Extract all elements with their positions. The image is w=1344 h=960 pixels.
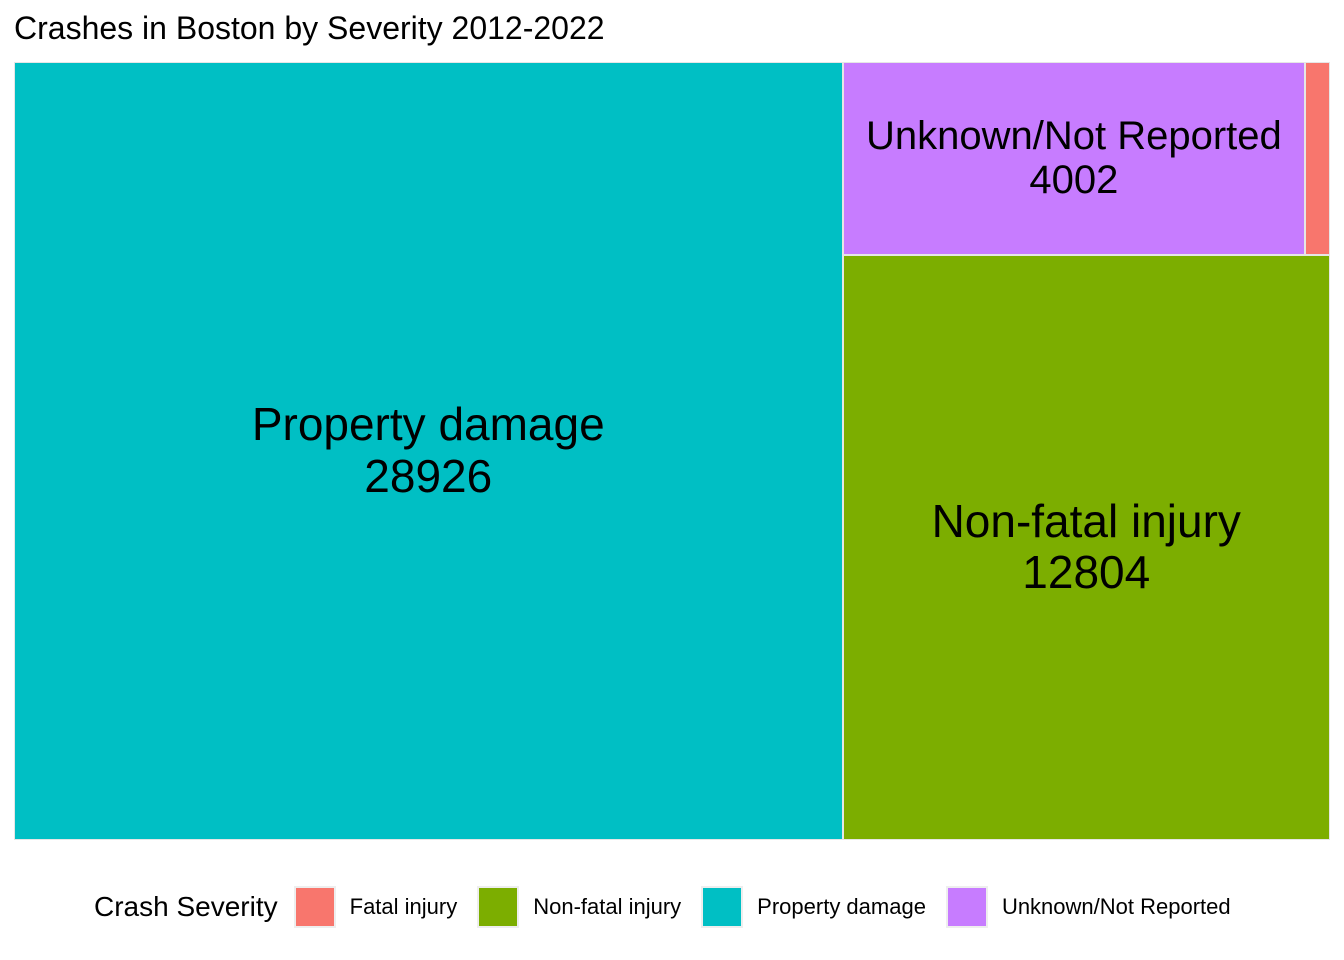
- tile-fatal-injury: [1305, 62, 1330, 255]
- tile-value: 28926: [364, 450, 493, 502]
- legend-item: Unknown/Not Reported: [945, 886, 1231, 928]
- legend-label: Property damage: [757, 894, 926, 919]
- legend-label: Unknown/Not Reported: [1001, 894, 1231, 919]
- legend-swatch: [293, 886, 336, 928]
- tile-value: 12804: [1022, 546, 1151, 599]
- legend-items: Fatal injury Non-fatal injury Property dam…: [293, 886, 1251, 928]
- tile-label: Non-fatal injury: [931, 494, 1241, 547]
- treemap: Property damage 28926 Non-fatal injury 1280…: [14, 62, 1330, 840]
- legend-label: Non-fatal injury: [533, 894, 682, 919]
- tile-label: Property damage: [251, 398, 605, 451]
- legend-swatch: [477, 886, 520, 928]
- tile-value: 4002: [1029, 158, 1119, 203]
- tile-unknown-not-reported: Unknown/Not Reported 4002: [842, 62, 1306, 255]
- legend-swatch: [701, 886, 744, 928]
- tile-non-fatal-injury: Non-fatal injury 12804: [842, 254, 1330, 840]
- tile-property-damage: Property damage 28926: [14, 62, 843, 840]
- legend-item: Property damage: [701, 886, 926, 928]
- legend-item: Non-fatal injury: [477, 886, 681, 928]
- legend-item: Fatal injury: [293, 886, 458, 928]
- legend-label: Fatal injury: [349, 894, 458, 919]
- tile-label: Unknown/Not Reported: [865, 113, 1282, 158]
- legend: Crash Severity Fatal injury Non-fatal inj…: [94, 884, 1251, 930]
- legend-swatch: [945, 886, 988, 928]
- legend-title: Crash Severity: [94, 891, 278, 922]
- chart-title: Crashes in Boston by Severity 2012-2022: [14, 10, 605, 46]
